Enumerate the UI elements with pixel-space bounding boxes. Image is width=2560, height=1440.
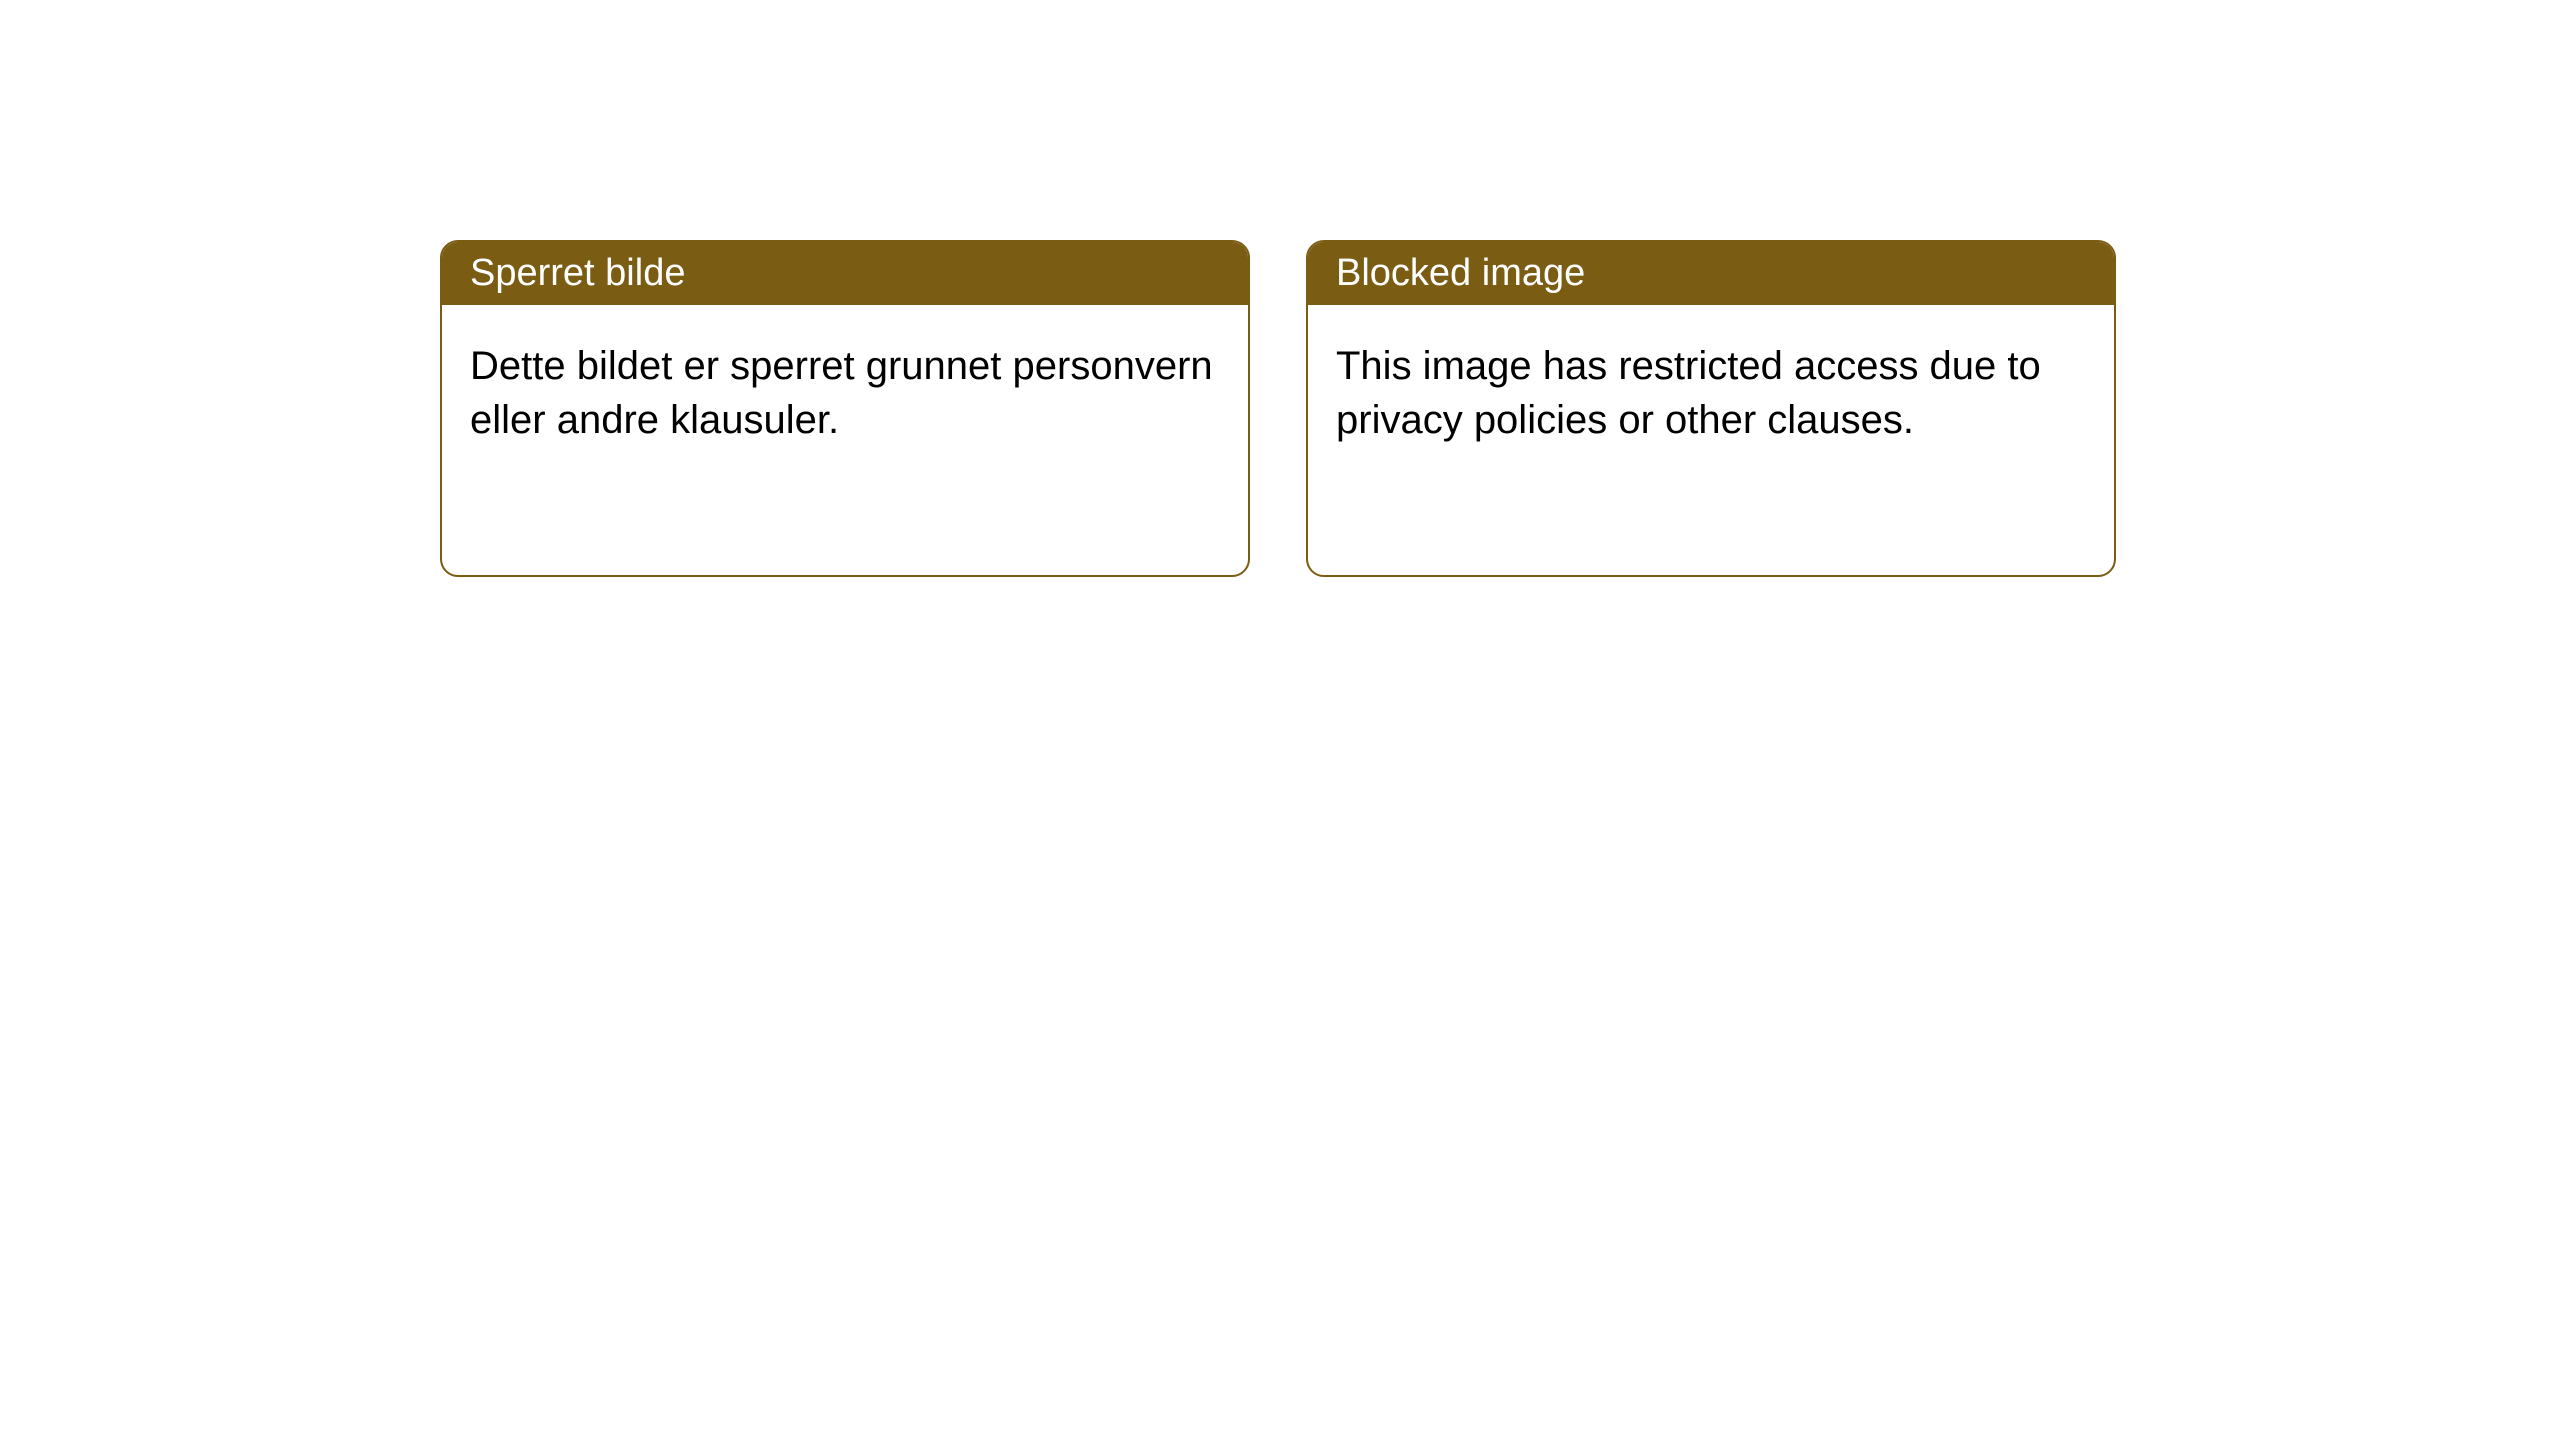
notice-header: Blocked image (1308, 242, 2114, 305)
notice-card-english: Blocked image This image has restricted … (1306, 240, 2116, 577)
notice-header: Sperret bilde (442, 242, 1248, 305)
notice-body: This image has restricted access due to … (1308, 305, 2114, 575)
notice-title: Blocked image (1336, 252, 1585, 294)
notice-title: Sperret bilde (470, 252, 685, 294)
notice-body: Dette bildet er sperret grunnet personve… (442, 305, 1248, 575)
notice-message: Dette bildet er sperret grunnet personve… (470, 344, 1213, 442)
notice-message: This image has restricted access due to … (1336, 344, 2041, 442)
notice-container: Sperret bilde Dette bildet er sperret gr… (440, 240, 2116, 577)
notice-card-norwegian: Sperret bilde Dette bildet er sperret gr… (440, 240, 1250, 577)
